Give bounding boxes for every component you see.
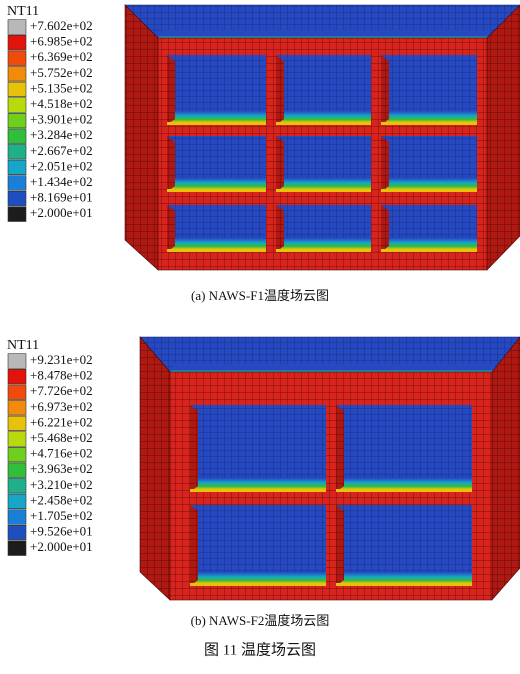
legend-swatch [8,51,26,66]
opening-reveal [167,136,175,192]
legend-swatch [8,145,26,160]
opening-reveal [167,55,175,125]
legend-label: +6.369e+02 [30,49,93,64]
opening-sill-edge [336,489,472,492]
opening-reveal [190,505,198,586]
legend-title: NT11 [7,4,39,19]
legend-swatch [8,35,26,50]
opening-reveal [336,505,344,586]
legend-label: +3.210e+02 [30,477,93,492]
legend-swatch [8,479,26,494]
legend-label: +4.518e+02 [30,96,93,111]
legend-swatch [8,432,26,447]
legend-label: +5.752e+02 [30,65,93,80]
legend-label: +2.051e+02 [30,158,93,173]
legend-label: +1.705e+02 [30,508,93,523]
opening-reveal [276,136,284,192]
legend-swatch [8,176,26,191]
legend-label: +5.135e+02 [30,80,93,95]
legend-label: +2.667e+02 [30,143,93,158]
opening-reveal [381,55,389,125]
legend-label: +7.726e+02 [30,383,93,398]
opening-reveal [276,55,284,125]
legend-label: +8.478e+02 [30,368,93,383]
legend-swatch [8,541,26,556]
wall-top-edge [158,30,491,38]
opening-sill-edge [381,249,477,252]
legend-label: +9.231e+02 [30,352,93,367]
legend-swatch [8,463,26,478]
caption: (b) NAWS-F2温度场云图 [191,613,330,628]
legend-swatch [8,113,26,128]
page: {"panels": [ {"legend": {"title": "NT11"… [0,0,520,669]
wall-side [140,337,170,600]
opening-sill-edge [336,583,472,586]
legend-swatch [8,129,26,144]
legend-label: +4.716e+02 [30,446,93,461]
legend-label: +6.221e+02 [30,414,93,429]
wall-side [125,5,158,270]
opening-reveal [190,405,198,492]
opening-sill-edge [276,249,371,252]
opening-reveal [276,205,284,252]
legend-swatch [8,207,26,222]
legend-swatch [8,416,26,431]
legend-label: +6.985e+02 [30,34,93,49]
legend-label: +7.602e+02 [30,18,93,33]
legend-label: +9.526e+01 [30,524,93,539]
panel: NT11+9.231e+02+8.478e+02+7.726e+02+6.973… [7,337,520,600]
legend-swatch [8,160,26,175]
opening-sill-edge [167,122,266,125]
opening-sill-edge [167,189,266,192]
legend-swatch [8,494,26,509]
legend-swatch [8,20,26,35]
legend-swatch [8,369,26,384]
legend-swatch [8,401,26,416]
wall-side [487,5,520,270]
legend-label: +2.000e+01 [30,539,93,554]
legend-label: +3.901e+02 [30,112,93,127]
opening-sill-edge [190,583,326,586]
figure-caption: 图 11 温度场云图 [204,641,316,658]
figure: NT11+7.602e+02+6.985e+02+6.369e+02+5.752… [0,0,520,669]
opening-sill-edge [381,122,477,125]
legend-swatch [8,385,26,400]
wall-side [492,337,520,600]
legend-label: +2.458e+02 [30,492,93,507]
legend-swatch [8,510,26,525]
legend-swatch [8,67,26,82]
panel: NT11+7.602e+02+6.985e+02+6.369e+02+5.752… [7,4,520,270]
legend-swatch [8,354,26,369]
legend-swatch [8,98,26,113]
opening-reveal [381,205,389,252]
legend-swatch [8,525,26,540]
opening-sill-edge [381,189,477,192]
legend-title: NT11 [7,338,39,353]
legend-swatch [8,191,26,206]
legend-label: +6.973e+02 [30,399,93,414]
legend-label: +5.468e+02 [30,430,93,445]
legend-label: +1.434e+02 [30,174,93,189]
wall-top-edge [170,364,496,372]
legend-swatch [8,82,26,97]
opening-reveal [336,405,344,492]
opening-sill-edge [190,489,326,492]
legend-swatch [8,447,26,462]
opening-reveal [381,136,389,192]
caption: (a) NAWS-F1温度场云图 [191,288,329,303]
opening-sill-edge [167,249,266,252]
legend-label: +3.963e+02 [30,461,93,476]
opening-sill-edge [276,122,371,125]
legend-label: +2.000e+01 [30,205,93,220]
legend-label: +3.284e+02 [30,127,93,142]
legend-label: +8.169e+01 [30,190,93,205]
opening-reveal [167,205,175,252]
opening-sill-edge [276,189,371,192]
